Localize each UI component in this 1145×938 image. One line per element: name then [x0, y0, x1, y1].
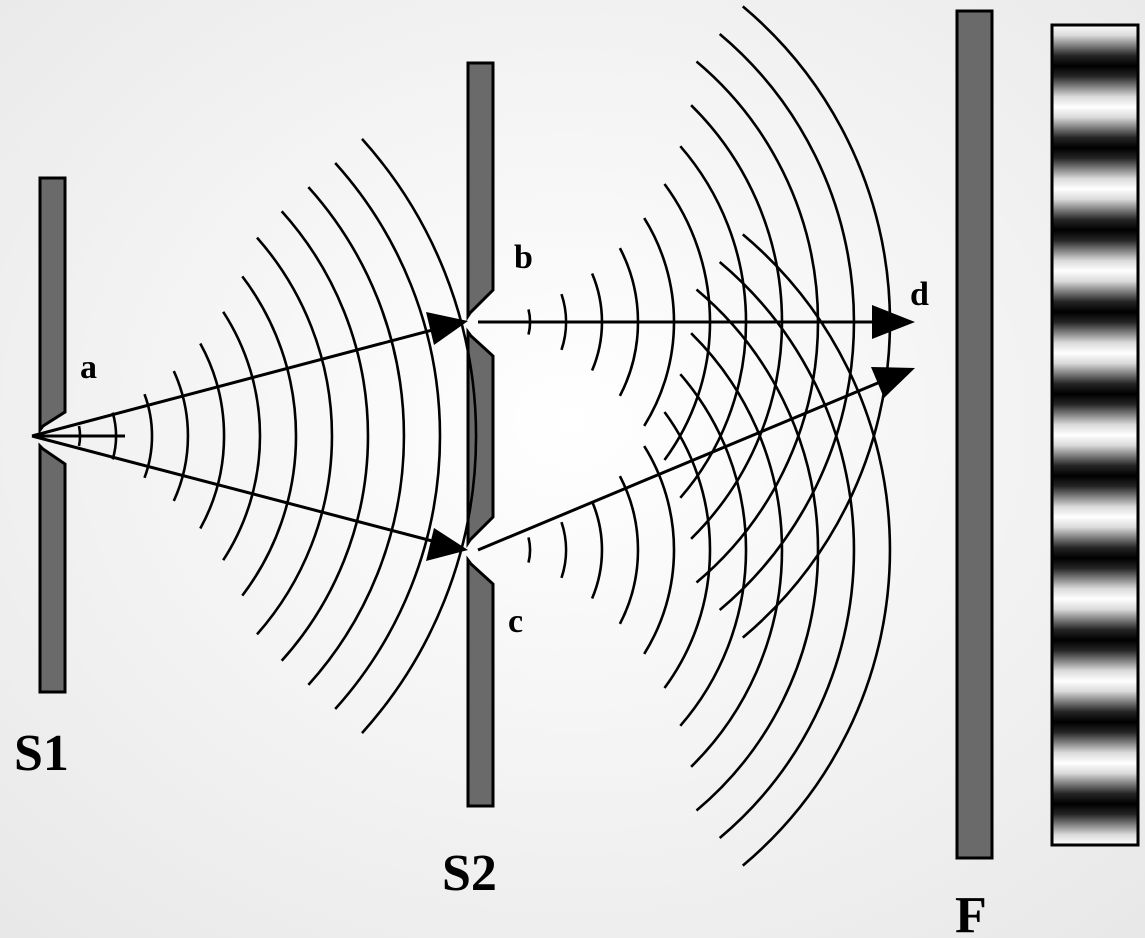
barrier-s1 — [38, 176, 67, 694]
wavefront-c — [618, 475, 640, 625]
wavefront-a — [334, 162, 442, 710]
wavefront-a — [280, 210, 370, 662]
wavefront-c — [643, 445, 676, 655]
wavefront-c — [560, 521, 568, 579]
interference-pattern — [1050, 23, 1140, 847]
wavefront-a — [222, 311, 262, 561]
wavefront-a — [307, 186, 406, 686]
barrier-s2 — [466, 61, 495, 808]
wavefront-a — [256, 236, 334, 636]
label-s1: S1 — [14, 725, 69, 782]
wavefront-c — [695, 288, 820, 812]
wavefront-a — [143, 393, 154, 479]
wavefront-a — [172, 370, 190, 502]
wavefront-a — [361, 138, 478, 734]
label-f: F — [955, 887, 987, 938]
wavefront-a — [199, 342, 226, 530]
wavefront-a — [241, 275, 298, 597]
wavefront-c — [679, 373, 748, 727]
screen-f — [955, 9, 994, 860]
label-d: d — [910, 276, 929, 313]
ray-a-to-c — [31, 434, 441, 545]
label-a: a — [80, 349, 97, 386]
arrowhead-d-top — [872, 305, 915, 339]
ray-c-to-d — [477, 378, 886, 552]
wavefront-c — [690, 332, 784, 768]
wavefronts-from-c — [527, 233, 892, 867]
wavefronts-from-a — [77, 138, 478, 734]
label-s2: S2 — [442, 845, 497, 902]
arrowhead-c — [426, 528, 468, 561]
wavefront-c — [741, 233, 892, 867]
wavefront-c — [718, 261, 856, 839]
arrowhead-d-bottom — [871, 367, 915, 398]
ray-a-to-b — [31, 326, 441, 438]
wavefront-c — [527, 537, 532, 563]
label-c: c — [508, 603, 523, 640]
wavefront-c — [663, 411, 712, 689]
wavefront-c — [590, 500, 604, 600]
label-b: b — [514, 239, 533, 276]
arrowhead-b — [426, 312, 468, 345]
